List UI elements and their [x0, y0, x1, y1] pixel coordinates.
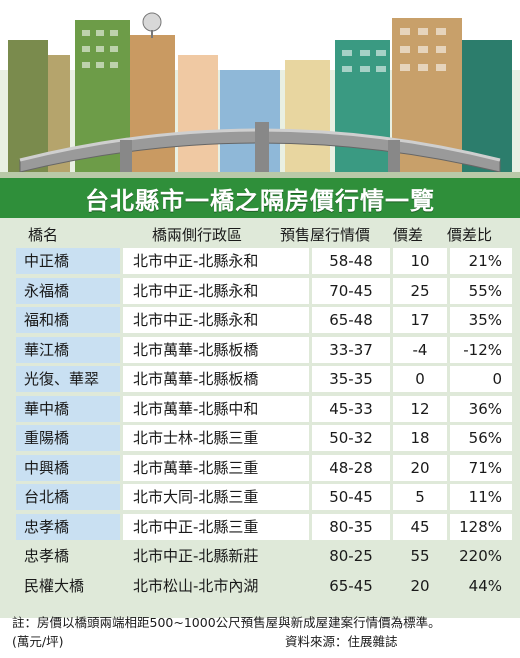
row-name: 中興橋	[16, 454, 120, 481]
header-price: 預售屋行情價	[280, 226, 371, 244]
row-diff: 20	[410, 576, 430, 595]
row-price: 80-25	[329, 547, 373, 565]
row-diff: 20	[393, 454, 447, 481]
unit-label: (萬元/坪)	[12, 634, 64, 649]
header-area: 橋兩側行政區	[152, 226, 243, 244]
row-diff: 25	[393, 277, 447, 304]
header-pct: 價差比	[447, 226, 493, 244]
row-pct: 71%	[450, 454, 512, 481]
table-row: 民權大橋 北市松山-北市內湖 65-45 20 44%	[16, 573, 512, 599]
row-name: 民權大橋	[24, 576, 85, 595]
row-price: 50-45	[312, 484, 390, 510]
row-name: 永福橋	[16, 277, 120, 304]
table-row: 忠孝橋 北市中正-北縣新莊 80-25 55 220%	[16, 543, 512, 569]
row-name: 光復、華翠	[16, 366, 120, 392]
header-name: 橋名	[28, 226, 59, 244]
row-price: 45-33	[312, 395, 390, 422]
table-row: 華江橋 北市萬華-北縣板橋 33-37 -4 -12%	[16, 336, 512, 363]
row-pct: 55%	[450, 277, 512, 304]
row-price: 65-48	[312, 307, 390, 333]
row-name: 忠孝橋	[16, 513, 120, 540]
price-table: 橋名 橋兩側行政區 預售屋行情價 價差 價差比 中正橋 北市中正-北縣永和 58-4…	[0, 218, 520, 618]
row-area: 北市大同-北縣三重	[123, 484, 309, 510]
row-diff: 18	[393, 425, 447, 451]
row-name: 華江橋	[16, 336, 120, 363]
row-area: 北市士林-北縣三重	[123, 425, 309, 451]
row-pct: 220%	[459, 547, 502, 565]
row-price: 48-28	[312, 454, 390, 481]
row-area: 北市松山-北市內湖	[133, 576, 259, 595]
row-price: 33-37	[312, 336, 390, 363]
table-row: 光復、華翠 北市萬華-北縣板橋 35-35 0 0	[16, 366, 512, 392]
row-name: 忠孝橋	[24, 547, 70, 565]
row-price: 70-45	[312, 277, 390, 304]
row-diff: 17	[393, 307, 447, 333]
table-row: 華中橋 北市萬華-北縣中和 45-33 12 36%	[16, 395, 512, 422]
table-row: 忠孝橋 北市中正-北縣三重 80-35 45 128%	[16, 513, 512, 540]
row-area: 北市中正-北縣永和	[123, 277, 309, 304]
row-price: 65-45	[329, 576, 373, 595]
table-row: 福和橋 北市中正-北縣永和 65-48 17 35%	[16, 307, 512, 333]
row-pct: 36%	[450, 395, 512, 422]
row-area: 北市中正-北縣新莊	[133, 547, 259, 565]
title-banner: 台北縣市一橋之隔房價行情一覽	[0, 178, 520, 218]
row-pct: -12%	[450, 336, 512, 363]
footnote: 註：房價以橋頭兩端相距500~1000公尺預售屋與新成屋建案行情價為標準。	[12, 615, 441, 630]
table-row: 中正橋 北市中正-北縣永和 58-48 10 21%	[16, 248, 512, 274]
row-name: 重陽橋	[16, 425, 120, 451]
row-diff: 0	[393, 366, 447, 392]
row-pct: 56%	[450, 425, 512, 451]
header-diff: 價差	[393, 226, 424, 244]
row-pct: 35%	[450, 307, 512, 333]
row-pct: 21%	[450, 248, 512, 274]
row-name: 台北橋	[16, 484, 120, 510]
row-area: 北市萬華-北縣中和	[123, 395, 309, 422]
table-row: 中興橋 北市萬華-北縣三重 48-28 20 71%	[16, 454, 512, 481]
row-area: 北市中正-北縣永和	[123, 307, 309, 333]
row-pct: 11%	[450, 484, 512, 510]
row-area: 北市萬華-北縣板橋	[123, 366, 309, 392]
table-row: 台北橋 北市大同-北縣三重 50-45 5 11%	[16, 484, 512, 510]
row-area: 北市萬華-北縣板橋	[123, 336, 309, 363]
row-price: 50-32	[312, 425, 390, 451]
row-diff: 55	[410, 547, 430, 565]
row-pct: 44%	[468, 576, 502, 595]
table-header: 橋名 橋兩側行政區 預售屋行情價 價差 價差比	[0, 218, 520, 248]
row-price: 80-35	[312, 513, 390, 540]
table-row: 重陽橋 北市士林-北縣三重 50-32 18 56%	[16, 425, 512, 451]
row-diff: 12	[393, 395, 447, 422]
row-diff: -4	[393, 336, 447, 363]
table-row: 永福橋 北市中正-北縣永和 70-45 25 55%	[16, 277, 512, 304]
row-pct: 128%	[450, 513, 512, 540]
row-price: 35-35	[312, 366, 390, 392]
row-name: 福和橋	[16, 307, 120, 333]
chart-title: 台北縣市一橋之隔房價行情一覽	[85, 186, 435, 215]
row-area: 北市中正-北縣三重	[123, 513, 309, 540]
row-area: 北市萬華-北縣三重	[123, 454, 309, 481]
row-diff: 45	[393, 513, 447, 540]
source-label: 資料來源：住展雜誌	[285, 634, 398, 649]
row-name: 中正橋	[16, 248, 120, 274]
row-diff: 5	[393, 484, 447, 510]
row-diff: 10	[393, 248, 447, 274]
row-name: 華中橋	[16, 395, 120, 422]
row-price: 58-48	[312, 248, 390, 274]
row-area: 北市中正-北縣永和	[123, 248, 309, 274]
cityscape-illustration	[0, 12, 520, 180]
row-pct: 0	[450, 366, 512, 392]
